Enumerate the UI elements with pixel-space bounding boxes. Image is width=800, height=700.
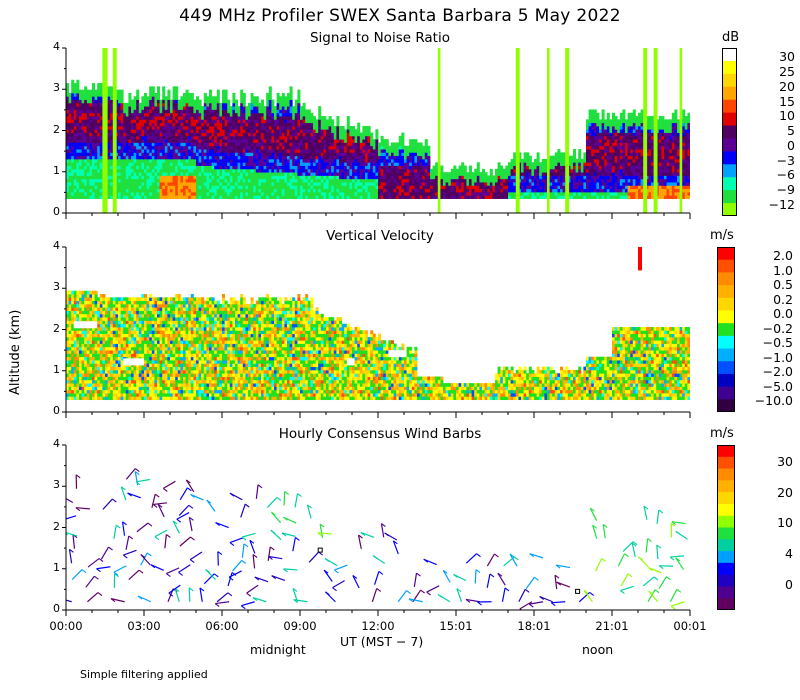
y-tick-label: 3 xyxy=(53,280,60,294)
snr-colorbar-unit: dB xyxy=(722,30,740,45)
colorbar-tick-label: 10 xyxy=(779,108,795,124)
wind-colorbar-unit: m/s xyxy=(710,426,734,441)
colorbar-tick-label: −1.0 xyxy=(762,349,793,365)
wind-colorbar xyxy=(717,445,735,610)
colorbar-tick-label: −9 xyxy=(776,182,795,197)
y-tick-label: 1 xyxy=(53,163,60,177)
velocity-colorbar xyxy=(717,247,735,412)
x-axis-label: UT (MST − 7) xyxy=(340,634,424,649)
colorbar-tick-label: 4 xyxy=(785,545,793,561)
x-tick-label: 15:01 xyxy=(439,619,473,633)
y-tick-label: 4 xyxy=(53,40,60,53)
x-tick-label: 21:01 xyxy=(595,619,629,633)
colorbar-tick-label: 5 xyxy=(787,123,795,139)
colorbar-tick-label: 30 xyxy=(779,49,795,65)
y-tick-label: 1 xyxy=(53,362,60,376)
colorbar-tick-label: 0.2 xyxy=(773,291,793,307)
colorbar-tick-label: −5.0 xyxy=(762,378,793,394)
wind-panel-title: Hourly Consensus Wind Barbs xyxy=(278,426,482,442)
colorbar-tick-label: 2.0 xyxy=(773,248,793,264)
y-tick-label: 0 xyxy=(53,404,60,417)
velocity-panel-title: Vertical Velocity xyxy=(326,228,434,244)
colorbar-tick-label: 10 xyxy=(777,515,793,531)
y-tick-label: 3 xyxy=(53,478,60,492)
chart-main-title: 449 MHz Profiler SWEX Santa Barbara 5 Ma… xyxy=(179,6,621,26)
y-tick-label: 2 xyxy=(53,519,60,533)
colorbar-tick-label: 0 xyxy=(785,576,793,592)
y-tick-label: 0 xyxy=(53,602,60,615)
colorbar-tick-label: −10.0 xyxy=(754,392,793,408)
x-tick-label: 06:00 xyxy=(205,619,239,633)
x-tick-label: 09:00 xyxy=(283,619,317,633)
y-tick-label: 4 xyxy=(53,239,60,252)
noon-label: noon xyxy=(582,642,614,657)
velocity-heatmap xyxy=(66,247,690,401)
colorbar-tick-label: 0 xyxy=(787,137,795,153)
colorbar-tick-label: 25 xyxy=(779,64,795,80)
colorbar-tick-label: 20 xyxy=(779,78,795,94)
colorbar-tick-label: −3 xyxy=(776,152,795,168)
colorbar-tick-label: 0.5 xyxy=(773,277,793,293)
midnight-label: midnight xyxy=(250,642,306,657)
velocity-colorbar-unit: m/s xyxy=(710,228,734,243)
colorbar-tick-label: −6 xyxy=(776,167,795,183)
x-tick-label: 12:00 xyxy=(361,619,395,633)
colorbar-tick-label: 30 xyxy=(777,454,793,470)
colorbar-tick-label: −0.5 xyxy=(762,335,793,351)
y-tick-label: 4 xyxy=(53,437,60,450)
colorbar-tick-label: 0.0 xyxy=(773,306,793,322)
snr-colorbar xyxy=(722,48,737,216)
snr-heatmap xyxy=(66,48,690,213)
wind-barb-plot xyxy=(66,468,688,610)
y-tick-label: 2 xyxy=(53,321,60,335)
footer-note: Simple filtering applied xyxy=(80,668,208,681)
y-tick-label: 0 xyxy=(53,205,60,218)
colorbar-tick-label: −12 xyxy=(768,196,795,212)
colorbar-tick-label: 1.0 xyxy=(773,262,793,278)
x-tick-label: 03:00 xyxy=(127,619,161,633)
colorbar-tick-label: −2.0 xyxy=(762,364,793,380)
snr-panel-title: Signal to Noise Ratio xyxy=(309,30,450,46)
colorbar-tick-label: −0.2 xyxy=(762,320,793,336)
y-tick-label: 3 xyxy=(53,81,60,95)
y-tick-label: 2 xyxy=(53,122,60,136)
colorbar-tick-label: 15 xyxy=(779,93,795,109)
x-tick-label: 18:01 xyxy=(517,619,551,633)
colorbar-tick-label: 20 xyxy=(777,484,793,500)
y-tick-label: 1 xyxy=(53,560,60,574)
x-tick-label: 00:00 xyxy=(49,619,83,633)
x-tick-label: 00:01 xyxy=(673,619,707,633)
